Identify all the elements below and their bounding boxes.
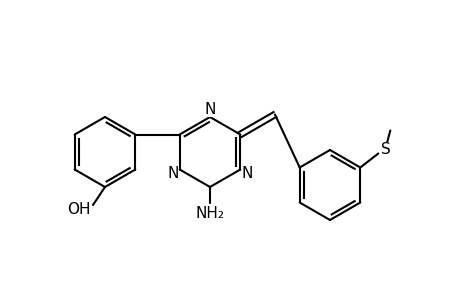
Text: N: N (241, 166, 252, 181)
Text: S: S (381, 142, 390, 157)
Text: N: N (204, 101, 215, 116)
Text: OH: OH (67, 202, 90, 217)
Text: N: N (167, 166, 178, 181)
Text: NH₂: NH₂ (195, 206, 224, 220)
